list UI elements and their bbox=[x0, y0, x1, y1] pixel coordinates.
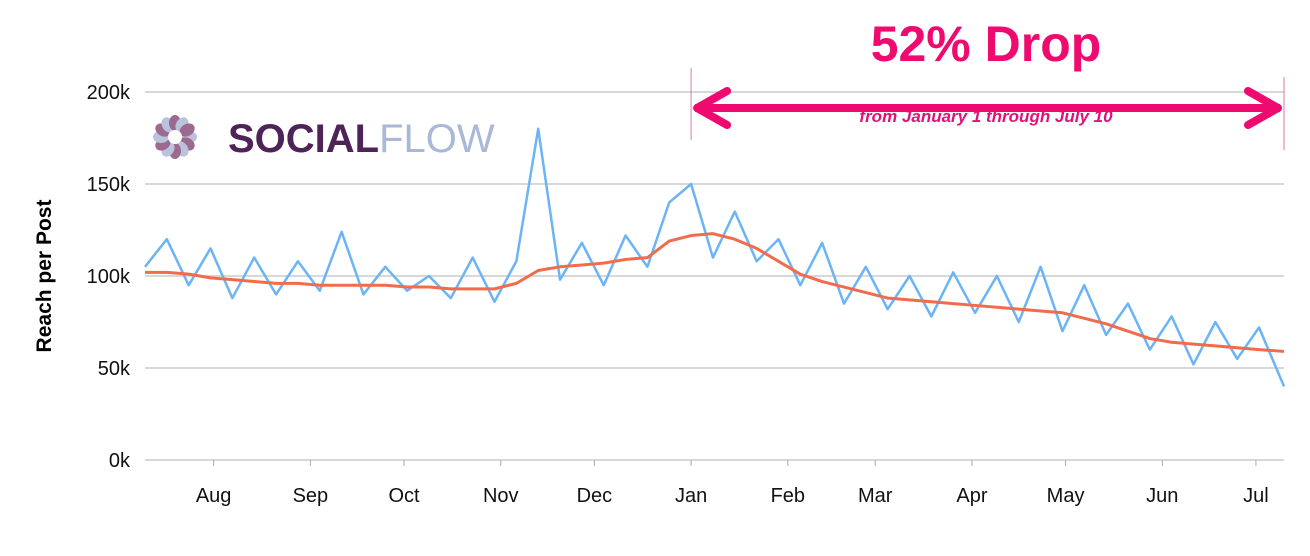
raw-reach-line bbox=[144, 127, 1286, 387]
x-tick-label: Dec bbox=[577, 485, 613, 507]
x-tick-label: Nov bbox=[483, 485, 519, 507]
trend-line bbox=[145, 232, 1285, 353]
x-tick-label: Apr bbox=[956, 485, 987, 507]
socialflow-logo: SOCIALFLOW bbox=[153, 115, 495, 161]
y-tick-label: 100k bbox=[87, 266, 131, 288]
logo-text-dark: SOCIAL bbox=[228, 117, 379, 161]
y-tick-label: 50k bbox=[98, 358, 131, 380]
chart-subtitle: from January 1 through July 10 bbox=[859, 107, 1113, 126]
logo-text-light: FLOW bbox=[379, 117, 495, 161]
x-tick-label: Sep bbox=[293, 485, 329, 507]
x-tick-label: Feb bbox=[771, 485, 805, 507]
arrow-head-left bbox=[693, 87, 732, 129]
y-axis-label: Reach per Post bbox=[33, 200, 56, 353]
y-tick-label: 200k bbox=[87, 82, 131, 104]
chart-title: 52% Drop bbox=[871, 16, 1102, 72]
x-tick-label: May bbox=[1047, 485, 1085, 507]
x-tick-label: Aug bbox=[196, 485, 232, 507]
logo-center bbox=[168, 130, 182, 144]
y-tick-label: 150k bbox=[87, 174, 131, 196]
x-tick-label: Mar bbox=[858, 485, 893, 507]
logo-text: SOCIALFLOW bbox=[228, 117, 495, 161]
logo-petal bbox=[179, 123, 195, 137]
x-tick-label: Jul bbox=[1243, 485, 1269, 507]
arrow-head-right bbox=[1244, 87, 1282, 129]
x-tick-label: Jan bbox=[675, 485, 707, 507]
x-tick-label: Oct bbox=[388, 485, 420, 507]
x-tick-label: Jun bbox=[1146, 485, 1178, 507]
y-tick-label: 0k bbox=[109, 450, 131, 472]
